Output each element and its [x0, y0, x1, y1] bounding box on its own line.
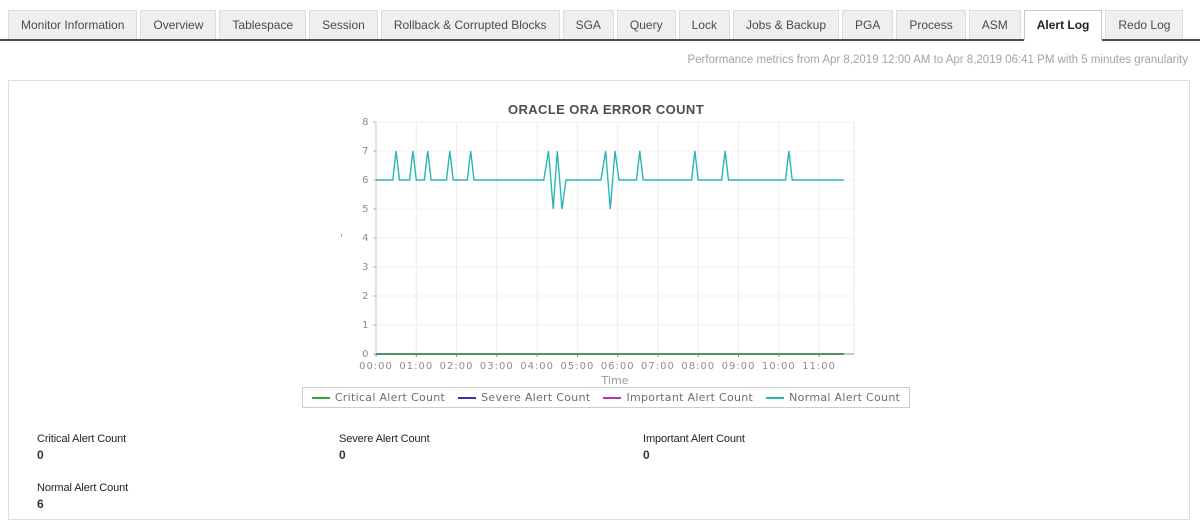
- stat-value: 0: [37, 448, 44, 462]
- chart-legend-wrap: Critical Alert Count Severe Alert Count Im…: [301, 387, 911, 408]
- stat-value: 0: [643, 448, 650, 462]
- svg-text:8: 8: [362, 117, 369, 128]
- series-line-4: [376, 150, 844, 210]
- tab-bar: Monitor Information Overview Tablespace …: [0, 0, 1200, 41]
- tab-redo-log[interactable]: Redo Log: [1105, 10, 1184, 39]
- tab-asm[interactable]: ASM: [968, 10, 1021, 39]
- content-panel: ORACLE ORA ERROR COUNT 0 1 2 3 4 5 6 7 8 00:00 01:…: [8, 80, 1190, 520]
- tab-sga[interactable]: SGA: [562, 10, 614, 39]
- svg-text:3: 3: [362, 262, 369, 273]
- tab-monitor-information[interactable]: Monitor Information: [8, 10, 138, 39]
- svg-text:07:00: 07:00: [641, 361, 675, 372]
- legend-label: Important Alert Count: [626, 391, 754, 404]
- ora-error-count-chart: 0 1 2 3 4 5 6 7 8 00:00 01:00 02:00 03:00 04:00 05:00 0…: [340, 117, 855, 387]
- legend-item: Severe Alert Count: [458, 391, 590, 404]
- stat-label: Normal Alert Count: [37, 482, 129, 494]
- stat-severe-alert-count: Severe Alert Count 0: [339, 433, 430, 462]
- legend-item: Normal Alert Count: [766, 391, 900, 404]
- svg-text:4: 4: [362, 233, 369, 244]
- tab-query[interactable]: Query: [616, 10, 676, 39]
- stat-important-alert-count: Important Alert Count 0: [643, 433, 745, 462]
- svg-text:7: 7: [362, 146, 369, 157]
- stat-label: Critical Alert Count: [37, 433, 127, 445]
- svg-text:01:00: 01:00: [399, 361, 433, 372]
- stat-value: 0: [339, 448, 346, 462]
- tab-session[interactable]: Session: [309, 10, 378, 39]
- stat-label: Important Alert Count: [643, 433, 745, 445]
- stat-critical-alert-count: Critical Alert Count 0: [37, 433, 126, 462]
- stat-normal-alert-count: Normal Alert Count 6: [37, 482, 128, 511]
- chart-legend: Critical Alert Count Severe Alert Count Im…: [301, 387, 911, 408]
- tab-jobs-backup[interactable]: Jobs & Backup: [732, 10, 839, 39]
- svg-text:02:00: 02:00: [440, 361, 474, 372]
- svg-text:2: 2: [362, 291, 369, 302]
- svg-text:00:00: 00:00: [359, 361, 393, 372]
- svg-text:1: 1: [362, 320, 369, 331]
- legend-label: Critical Alert Count: [334, 391, 446, 404]
- tab-rollback-corrupted-blocks[interactable]: Rollback & Corrupted Blocks: [380, 10, 560, 39]
- legend-dash-icon: [458, 396, 477, 399]
- performance-note: Performance metrics from Apr 8,2019 12:0…: [687, 54, 1188, 66]
- svg-text:08:00: 08:00: [681, 361, 715, 372]
- svg-text:Time: Time: [601, 374, 629, 387]
- tab-overview[interactable]: Overview: [140, 10, 217, 39]
- svg-text:5: 5: [362, 204, 369, 215]
- svg-text:06:00: 06:00: [601, 361, 635, 372]
- legend-dash-icon: [311, 396, 330, 399]
- svg-text:09:00: 09:00: [722, 361, 756, 372]
- svg-text:': ': [340, 233, 343, 244]
- svg-text:0: 0: [362, 349, 369, 360]
- svg-text:03:00: 03:00: [480, 361, 514, 372]
- tab-alert-log[interactable]: Alert Log: [1023, 10, 1103, 41]
- legend-dash-icon: [603, 396, 622, 399]
- legend-dash-icon: [766, 396, 785, 399]
- tab-pga[interactable]: PGA: [842, 10, 894, 39]
- legend-label: Severe Alert Count: [481, 391, 591, 404]
- stat-value: 6: [37, 497, 44, 511]
- svg-text:04:00: 04:00: [520, 361, 554, 372]
- tab-tablespace[interactable]: Tablespace: [219, 10, 307, 39]
- svg-text:05:00: 05:00: [560, 361, 594, 372]
- svg-text:10:00: 10:00: [762, 361, 796, 372]
- legend-item: Critical Alert Count: [311, 391, 446, 404]
- tab-process[interactable]: Process: [896, 10, 966, 39]
- svg-text:6: 6: [362, 175, 369, 186]
- chart-title: ORACLE ORA ERROR COUNT: [507, 102, 705, 117]
- stat-label: Severe Alert Count: [339, 433, 430, 445]
- svg-text:11:00: 11:00: [802, 361, 836, 372]
- legend-item: Important Alert Count: [603, 391, 753, 404]
- legend-label: Normal Alert Count: [789, 391, 901, 404]
- tab-lock[interactable]: Lock: [678, 10, 730, 39]
